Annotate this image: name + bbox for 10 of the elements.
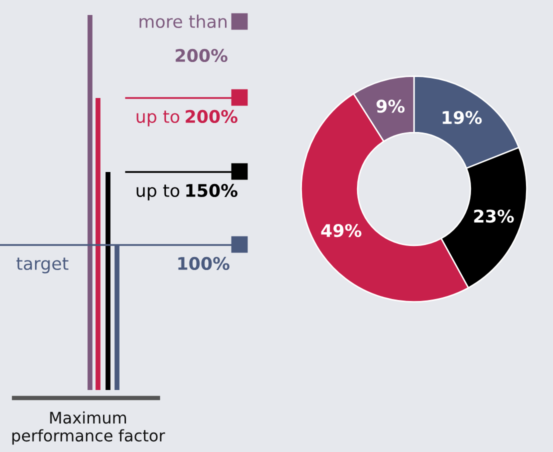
legend-label: 100% — [178, 256, 230, 270]
legend-label: up to 200% — [136, 110, 238, 126]
data-label: 49% — [321, 224, 362, 238]
data-label: 9% — [376, 100, 405, 113]
data-label: 19% — [442, 110, 482, 124]
text: target — [16, 258, 68, 274]
legend-label: up to 150% — [136, 184, 238, 200]
data-label: 23% — [474, 210, 514, 223]
legend-title: Maximum performance factor — [12, 411, 166, 445]
category-label: more than 200% — [140, 14, 228, 62]
